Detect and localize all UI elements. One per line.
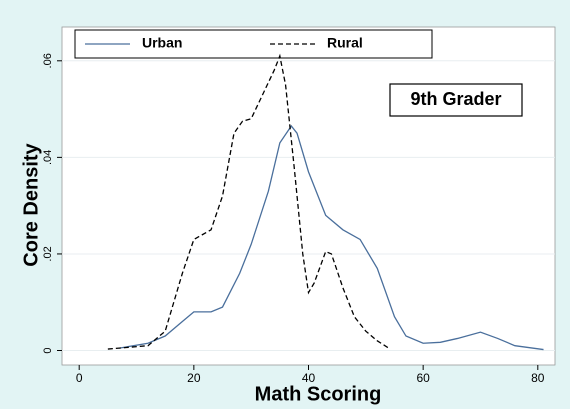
x-axis-title: Math Scoring (255, 383, 382, 405)
annotation-box (389, 83, 523, 117)
y-tick-label: .02 (42, 246, 54, 261)
line-series (119, 124, 544, 351)
legend-label: Rural (327, 35, 363, 51)
x-tick-label: 60 (416, 371, 430, 385)
x-tick-label: 40 (302, 371, 316, 385)
x-tick-label: 80 (531, 371, 545, 385)
x-tick-label: 0 (76, 371, 83, 385)
y-tick-label: .04 (42, 150, 54, 165)
x-tick-label: 20 (187, 371, 201, 385)
y-tick-label: 0 (42, 347, 54, 353)
legend-box (74, 29, 433, 59)
y-tick-label: .06 (42, 53, 54, 68)
y-axis-title: Core Density (20, 142, 42, 266)
plot-area (61, 26, 556, 366)
legend-label: Urban (142, 35, 182, 51)
line-series (107, 53, 390, 350)
annotation: 9th Grader (410, 89, 501, 109)
